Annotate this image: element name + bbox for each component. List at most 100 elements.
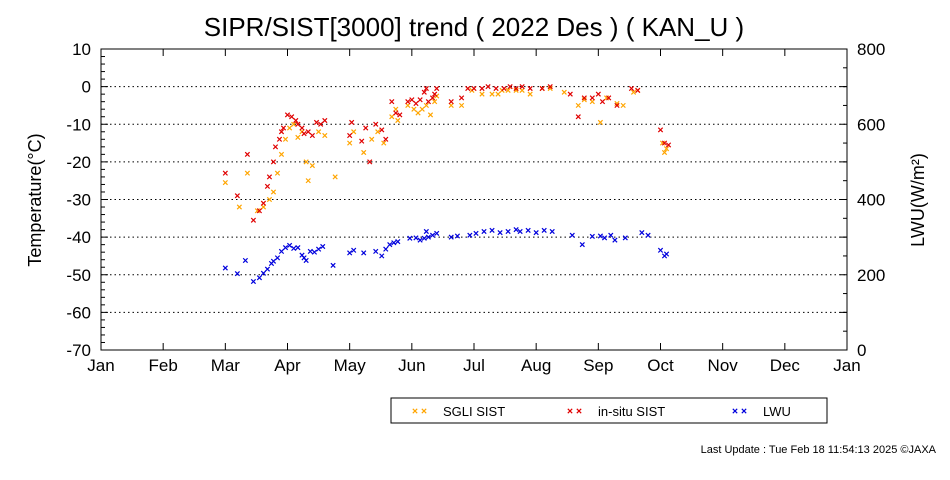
x-tick-label: Feb: [149, 356, 178, 375]
data-point: [432, 99, 438, 105]
last-update-text: Last Update : Tue Feb 18 11:54:13 2025 ©…: [701, 444, 937, 456]
data-point: [589, 233, 595, 239]
data-point: [663, 251, 670, 257]
data-point: [293, 117, 299, 124]
y-tick-label: -20: [66, 153, 91, 172]
data-point: [222, 170, 228, 176]
data-point: [260, 270, 267, 276]
data-point: [429, 232, 436, 238]
legend-label: in-situ SIST: [598, 404, 665, 419]
data-point: [454, 233, 461, 239]
data-point: [657, 127, 664, 133]
data-point: [659, 140, 666, 146]
data-point: [527, 85, 533, 92]
data-point: [628, 85, 635, 92]
x-tick-label: Oct: [647, 356, 674, 375]
data-point: [351, 247, 357, 253]
data-point: [244, 151, 251, 157]
data-point: [295, 134, 301, 141]
data-point: [419, 106, 425, 112]
data-point: [407, 235, 413, 241]
data-point: [236, 204, 242, 210]
data-point: [614, 102, 620, 109]
data-point: [589, 95, 595, 101]
data-point: [581, 97, 587, 103]
legend-marker: [421, 408, 427, 414]
data-point: [614, 100, 620, 107]
y-tick-label: -10: [66, 115, 91, 134]
data-point: [507, 84, 513, 90]
grid: [101, 86, 847, 313]
data-point: [423, 85, 429, 92]
data-point: [373, 248, 379, 255]
data-point: [485, 84, 491, 90]
data-point: [620, 102, 626, 109]
data-point: [286, 125, 293, 131]
data-point: [363, 125, 369, 131]
data-point: [359, 138, 365, 144]
data-point: [429, 95, 436, 101]
data-point: [415, 110, 421, 116]
data-point: [575, 114, 581, 120]
data-point: [373, 121, 379, 127]
data-point: [599, 99, 606, 105]
data-point: [315, 129, 322, 135]
data-point: [423, 102, 429, 109]
data-point: [301, 131, 307, 137]
data-point: [411, 106, 417, 112]
data-point: [497, 229, 503, 236]
legend-marker: [412, 408, 418, 414]
data-point: [458, 95, 465, 101]
data-point: [383, 136, 389, 142]
y-tick-label: -40: [66, 228, 91, 247]
data-point: [481, 228, 487, 235]
data-point: [272, 144, 279, 150]
legend-marker: [567, 408, 573, 414]
data-point: [286, 242, 293, 249]
data-point: [417, 97, 423, 103]
data-point: [320, 243, 326, 250]
data-point: [222, 265, 228, 271]
data-point: [266, 196, 273, 203]
data-point: [448, 234, 454, 240]
data-point: [332, 174, 338, 180]
data-point: [270, 189, 277, 195]
data-point: [256, 275, 263, 281]
data-point: [393, 110, 399, 116]
y2-tick-label: 800: [857, 40, 885, 59]
y-tick-label: -60: [66, 303, 91, 322]
data-point: [527, 91, 533, 97]
series-sgli-sist: [222, 85, 670, 214]
data-point: [309, 163, 315, 169]
data-point: [622, 235, 628, 241]
data-point: [425, 99, 432, 105]
data-point: [330, 262, 336, 268]
data-point: [489, 91, 495, 97]
legend-label: LWU: [763, 404, 791, 419]
data-point: [603, 95, 610, 101]
data-point: [493, 85, 499, 92]
y-tick-label: -70: [66, 341, 91, 360]
data-point: [421, 89, 427, 95]
data-point: [361, 250, 367, 256]
data-point: [635, 87, 641, 94]
data-point: [264, 183, 271, 189]
y2-tick-label: 400: [857, 191, 885, 210]
data-point: [549, 228, 555, 235]
x-tick-label: May: [334, 356, 367, 375]
data-point: [278, 129, 285, 135]
data-point: [291, 245, 297, 252]
data-point: [270, 258, 277, 264]
y2-tick-label: 600: [857, 115, 885, 134]
data-point: [501, 85, 507, 92]
x-tick-label: Apr: [274, 356, 301, 375]
data-point: [282, 245, 289, 251]
chart-title: SIPR/SIST[3000] trend ( 2022 Des ) ( KAN…: [204, 12, 744, 42]
data-point: [597, 233, 604, 239]
data-point: [387, 242, 393, 248]
data-point: [601, 235, 608, 241]
legend-box: [390, 397, 828, 424]
data-point: [264, 266, 271, 272]
x-tick-label: Aug: [521, 356, 551, 375]
plot-frame: [100, 48, 848, 351]
